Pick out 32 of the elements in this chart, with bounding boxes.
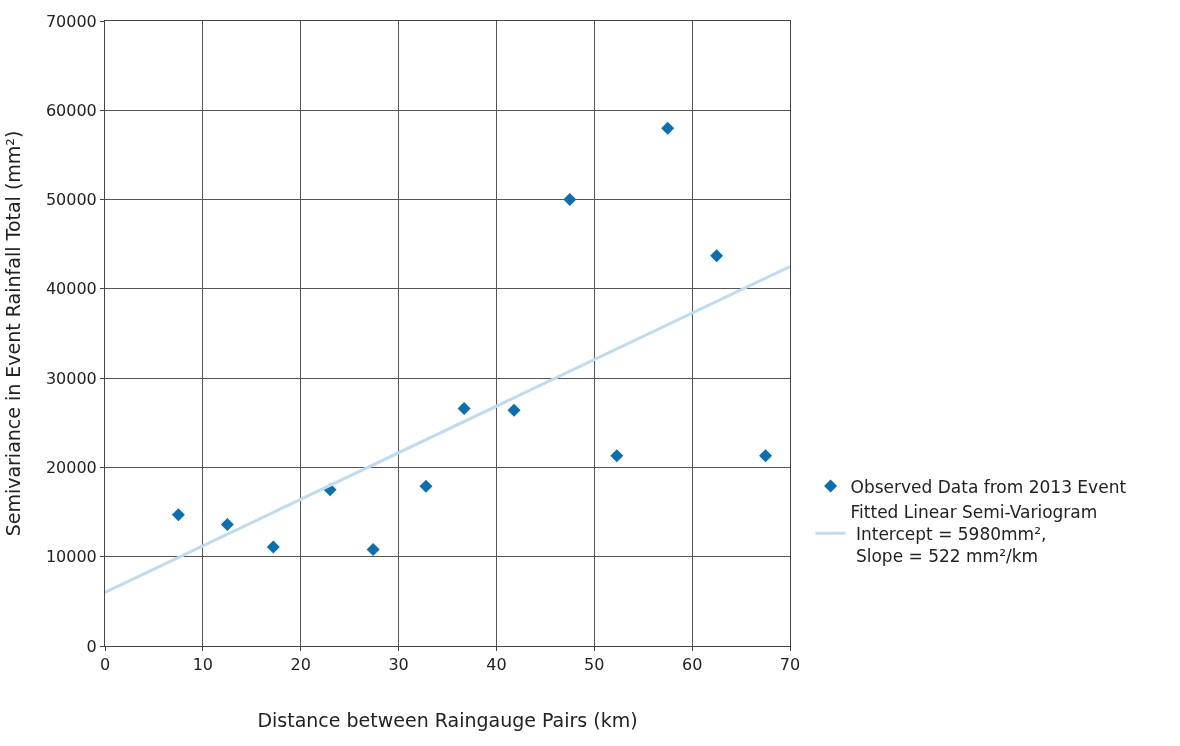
y-tick-label: 70000 <box>45 11 97 31</box>
point <box>366 543 380 557</box>
x-tick-label: 30 <box>388 655 409 675</box>
point <box>419 479 433 493</box>
legend-label: Fitted Linear Semi-Variogram Intercept = 5980mm², Slope = 522 mm²/km <box>850 501 1098 566</box>
y-tick-label: 40000 <box>45 279 97 299</box>
point <box>507 403 521 417</box>
x-tick-label: 20 <box>290 655 311 675</box>
legend-label: Observed Data from 2013 Event <box>850 476 1127 497</box>
point <box>710 249 724 263</box>
point <box>610 449 624 463</box>
x-tick-label: 40 <box>486 655 507 675</box>
x-axis-title: Distance between Raingauge Pairs (km) <box>257 709 638 731</box>
x-tick-label: 70 <box>779 655 801 675</box>
x-tick-label: 0 <box>99 655 111 675</box>
point <box>759 449 773 463</box>
y-tick-label: 50000 <box>45 190 97 210</box>
y-tick-label: 30000 <box>45 368 97 388</box>
point <box>266 540 280 554</box>
y-tick-label: 10000 <box>45 547 97 567</box>
point <box>661 121 675 135</box>
x-tick-label: 10 <box>192 655 214 675</box>
point <box>457 402 471 415</box>
point <box>171 508 185 522</box>
x-tick-label: 50 <box>584 655 605 675</box>
y-tick-label: 60000 <box>45 100 97 120</box>
point <box>563 193 577 207</box>
y-axis-title: Semivariance in Event Rainfall Total (mm²) <box>1 130 24 537</box>
x-tick-label: 60 <box>681 655 703 675</box>
y-tick-label: 20000 <box>45 458 97 478</box>
y-tick-label: 0 <box>86 636 97 656</box>
point <box>220 518 234 532</box>
